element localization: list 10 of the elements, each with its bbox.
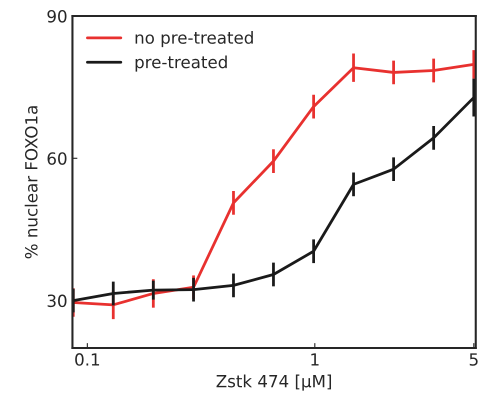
- x-tick-label: 0.1: [75, 353, 100, 366]
- legend-label: pre-treated: [136, 55, 227, 72]
- y-tick-label: 60: [48, 152, 66, 165]
- x-tick-label: 1: [311, 353, 319, 366]
- y-tick-label: 30: [48, 294, 66, 308]
- legend-label: no pre-treated: [136, 31, 253, 48]
- x-tick-label: 5: [470, 353, 478, 366]
- y-axis-title: % nuclear FOXO1a: [24, 106, 38, 258]
- y-tick-label: 90: [47, 10, 66, 23]
- x-axis-title: Zstk 474 [μM]: [216, 374, 332, 391]
